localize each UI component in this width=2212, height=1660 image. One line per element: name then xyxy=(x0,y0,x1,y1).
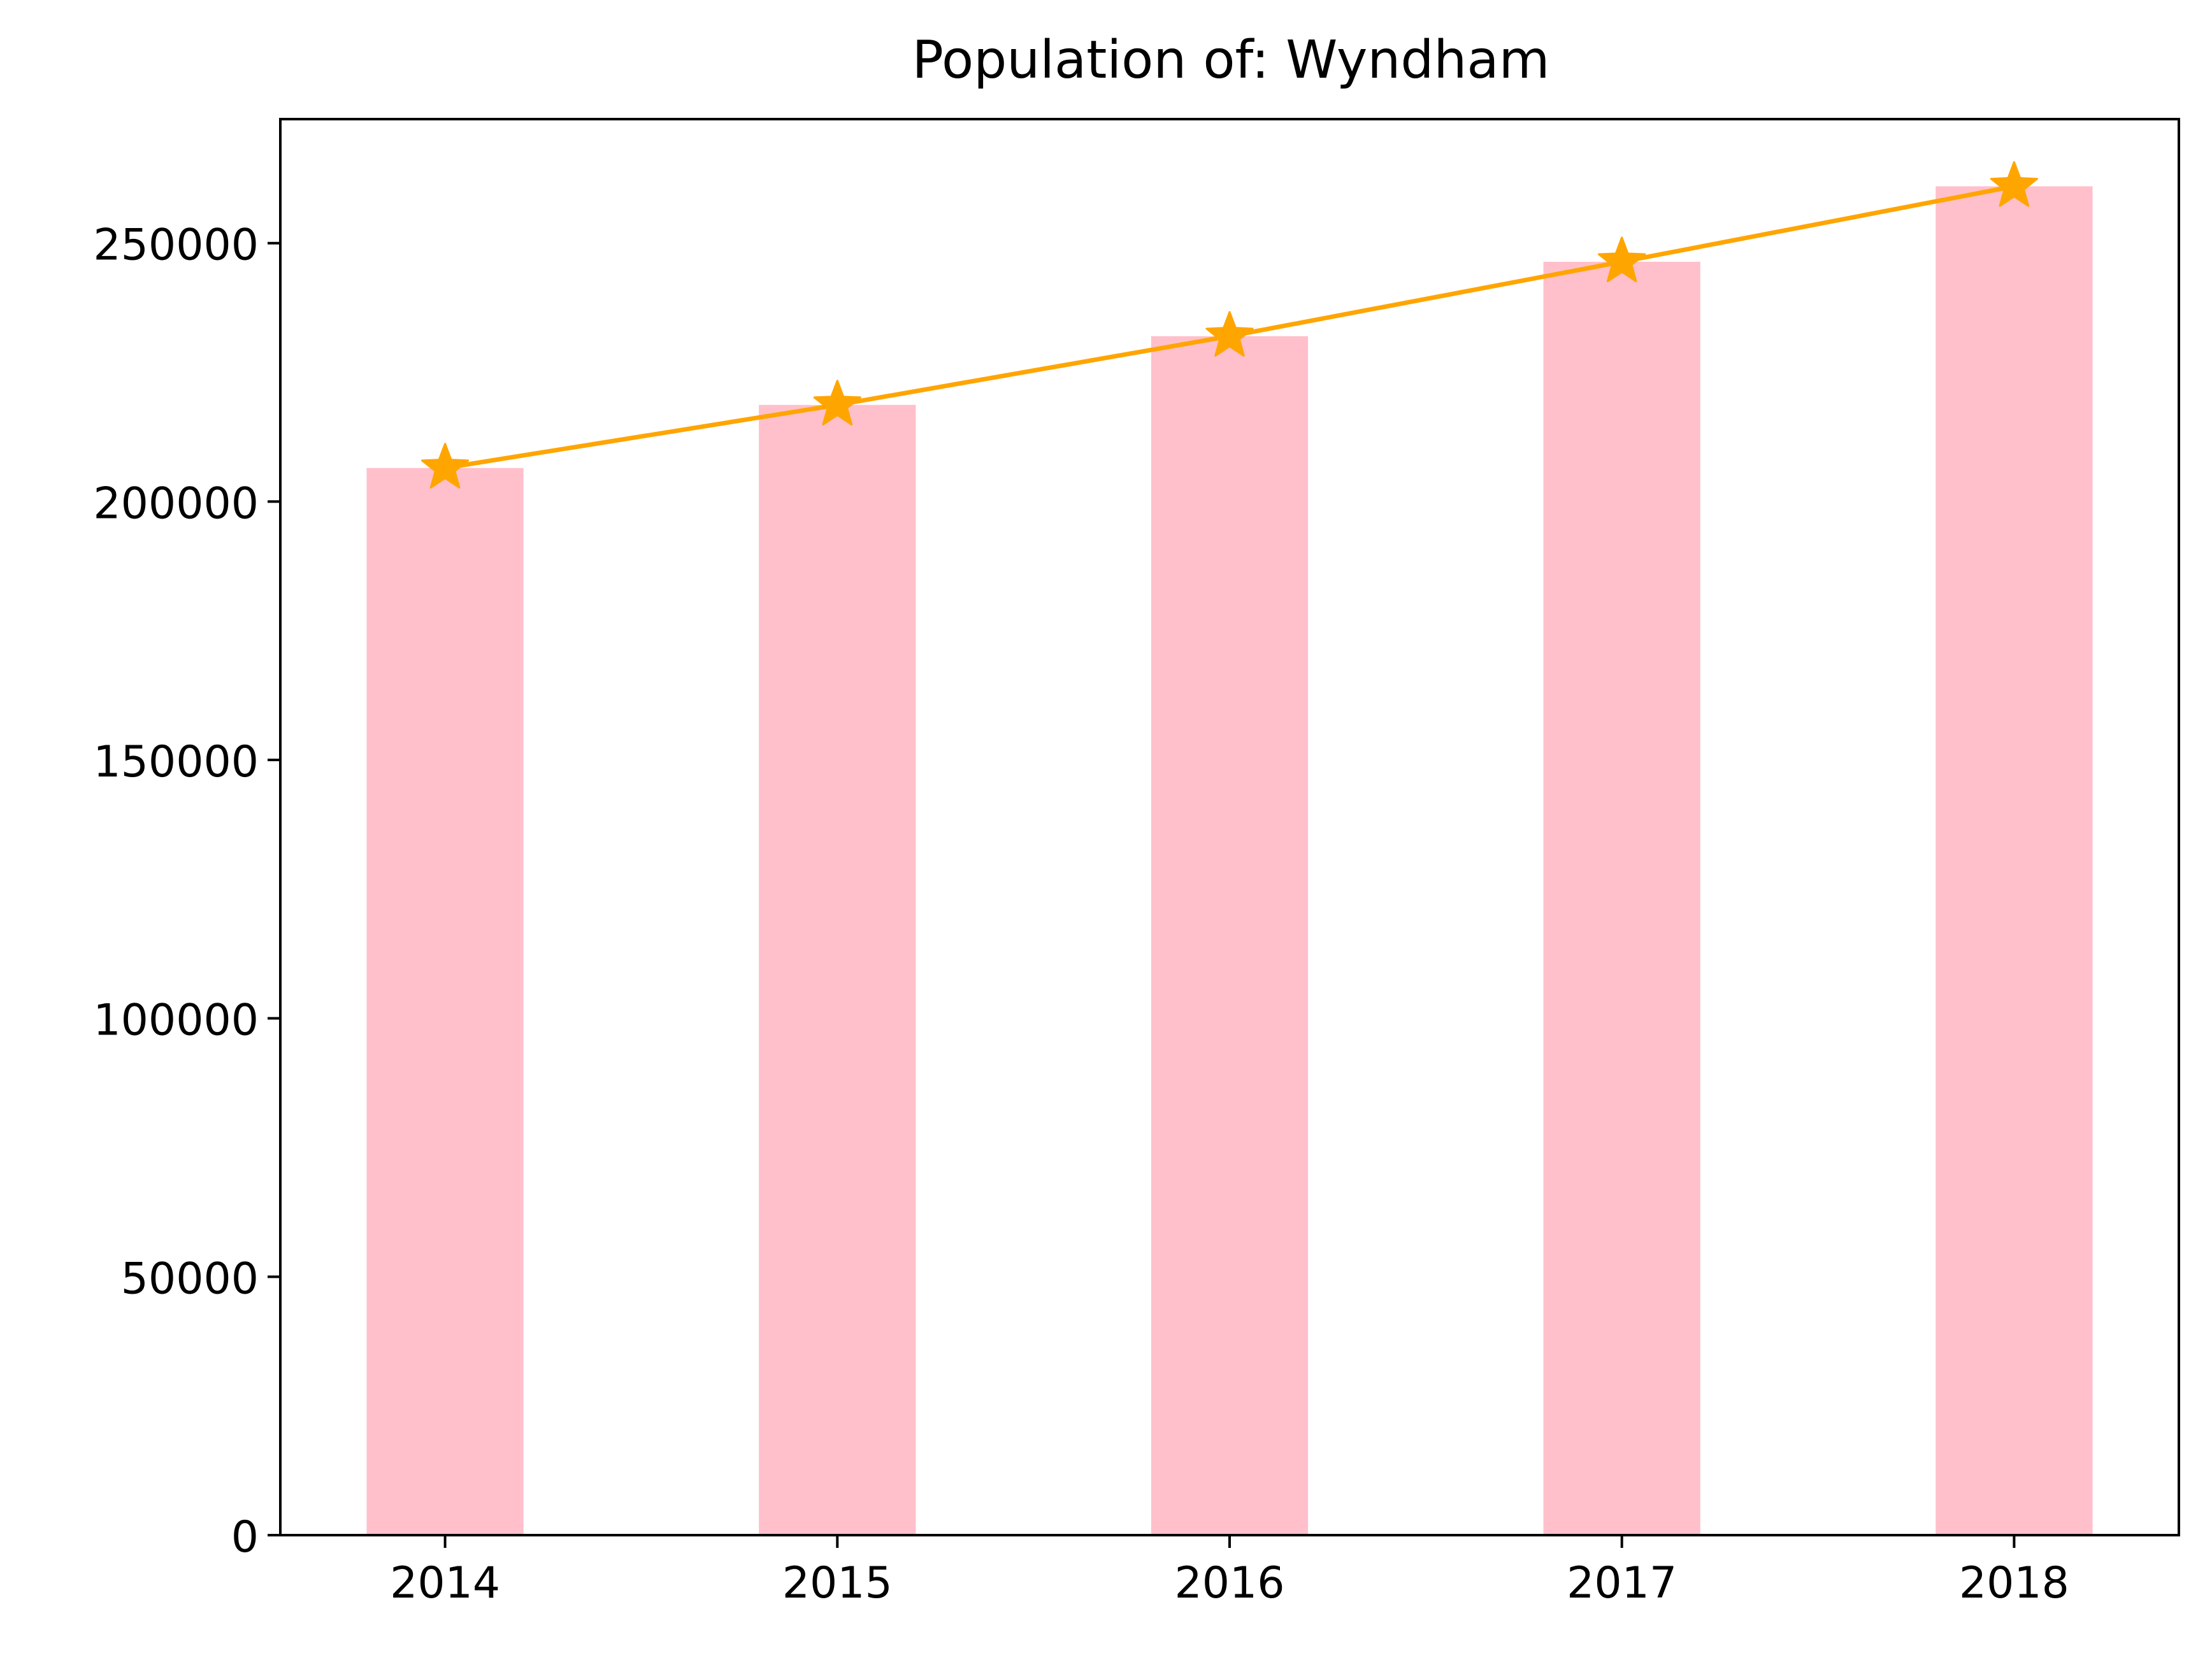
point-marker-2014 xyxy=(420,443,470,489)
point-marker-2018 xyxy=(1990,161,2039,207)
bar-2014 xyxy=(366,468,524,1535)
x-tick-label: 2018 xyxy=(1959,1558,2069,1608)
y-tick-label: 150000 xyxy=(93,737,259,787)
point-marker-2017 xyxy=(1598,236,1646,283)
x-tick-label: 2015 xyxy=(782,1558,893,1608)
y-tick-label: 200000 xyxy=(93,478,259,529)
chart-title: Population of: Wyndham xyxy=(912,30,1550,90)
bar-2016 xyxy=(1151,336,1309,1535)
bar-2017 xyxy=(1543,261,1700,1536)
point-marker-2016 xyxy=(1205,311,1254,357)
x-tick-label: 2017 xyxy=(1567,1558,1677,1608)
bar-2018 xyxy=(1936,186,2093,1536)
x-tick-label: 2014 xyxy=(390,1558,500,1608)
y-tick-label: 250000 xyxy=(93,220,259,271)
point-marker-2015 xyxy=(813,380,861,426)
plot-area: 0 50000 100000 150000 200000 250000 2014 2015 20… xyxy=(93,118,2180,1608)
x-tick-label: 2016 xyxy=(1174,1558,1284,1608)
y-tick-label: 0 xyxy=(231,1512,259,1563)
y-tick-label: 50000 xyxy=(121,1254,259,1304)
bar-2015 xyxy=(759,404,916,1536)
y-tick-label: 100000 xyxy=(93,996,259,1046)
